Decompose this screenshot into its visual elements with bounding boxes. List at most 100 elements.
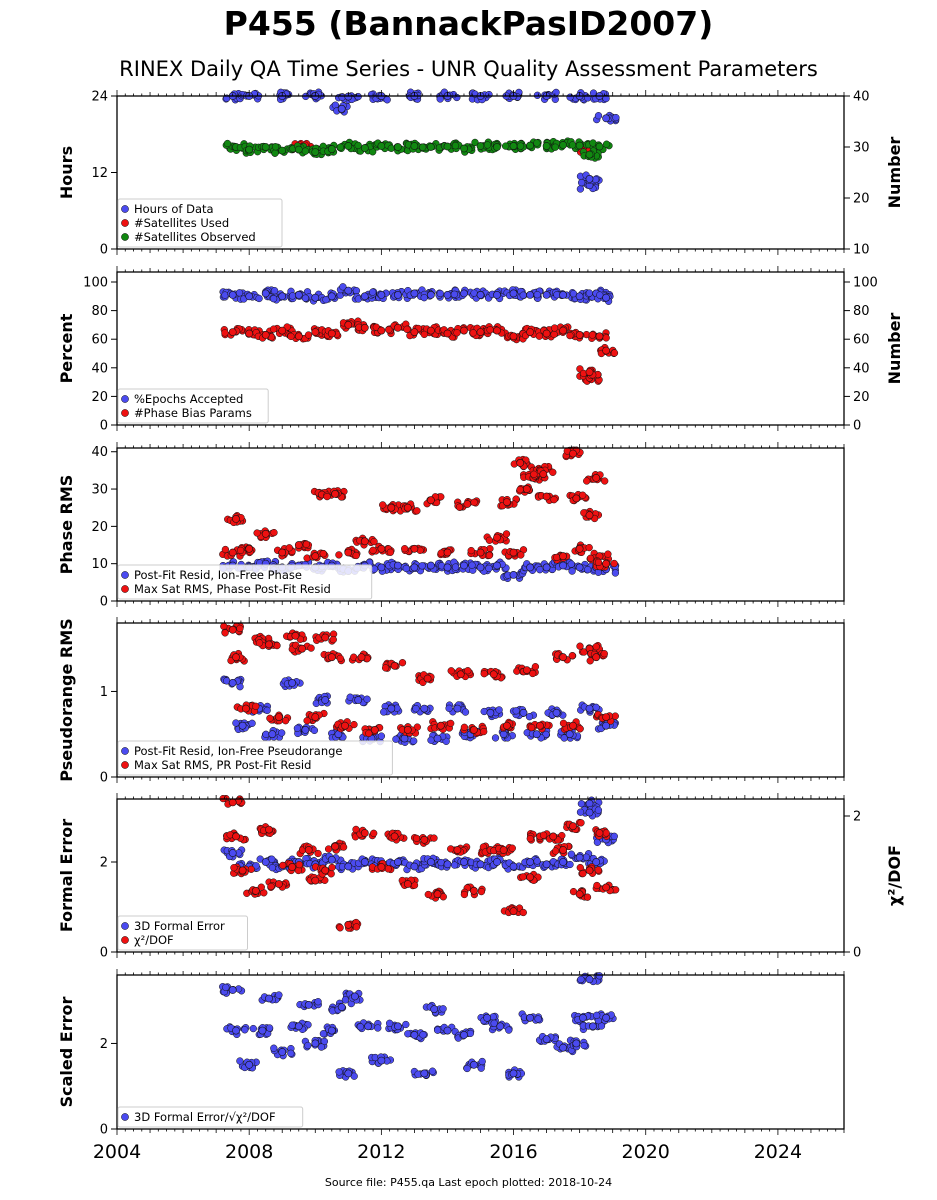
data-point-1-1-10 [393,323,402,332]
data-point-4-0-6 [327,855,336,864]
data-point-1-1-13 [443,329,452,338]
data-point-2-0-22-8 [584,566,592,574]
data-point-4-1-4 [265,825,273,834]
data-point-5-0-19 [443,1026,452,1035]
data-point-1-1-24-8 [588,331,596,339]
data-point-2-1-6-4 [303,554,311,562]
data-point-1-1-11-7 [403,325,411,333]
data-point-4-1-6-9 [295,860,303,869]
data-point-4-0-7 [344,862,353,871]
y2-tick-label-1-1: 20 [853,390,870,405]
data-point-0-2-22-7 [602,140,611,148]
data-point-2-1-30-9 [579,491,587,499]
data-point-5-0-18 [430,1005,439,1014]
data-point-4-0-8 [360,858,369,866]
data-point-2-0-19 [542,563,551,572]
data-point-5-0-27 [559,1043,567,1052]
y-tick-label-3-0: 0 [100,771,108,786]
data-point-2-1-10 [360,537,369,546]
data-point-3-0-16-9 [495,706,503,714]
data-point-1-1-21 [575,330,584,339]
data-point-2-1-19-7 [502,530,511,538]
data-point-4-1-2-7 [230,864,238,872]
data-point-4-1-10-8 [339,843,348,851]
legend-marker-4-1 [121,936,129,944]
y-tick-label-0-0: 0 [100,243,108,258]
data-point-2-0-11-9 [402,564,410,573]
data-point-4-0-11 [410,862,419,871]
data-point-4-1-1 [232,832,240,841]
legend-box-2 [117,564,373,600]
data-point-3-0-10 [387,704,396,713]
data-point-2-1-17-9 [455,503,464,511]
data-point-3-1-15 [403,726,412,734]
data-point-1-1-16 [493,326,501,335]
data-point-3-1-26-8 [592,643,600,651]
data-point-0-2-8-9 [354,141,362,150]
data-point-3-0-22-8 [592,703,600,711]
data-point-4-0-14-9 [450,861,459,869]
data-point-3-1-25-7 [559,719,568,727]
data-point-5-0-6 [294,1022,303,1031]
data-point-4-1-23-6 [519,873,527,881]
y-tick-label-0-1: 12 [91,166,108,181]
data-point-0-2-5 [311,148,320,156]
data-point-3-1-13-9 [365,729,373,738]
data-point-4-0-21 [575,853,584,862]
data-point-1-1-4 [294,332,303,341]
data-point-2-1-19 [493,533,501,542]
data-point-2-1-35-9 [594,558,603,567]
data-point-3-0-18 [519,708,528,717]
data-point-3-1-7 [298,644,306,653]
data-point-3-0-6 [321,696,330,704]
data-point-1-0-5 [311,293,320,302]
data-point-0-2-12-8 [419,143,427,151]
data-point-3-0-0 [228,679,237,687]
data-point-5-0-9-9 [319,1030,328,1038]
data-point-0-0-16-9 [612,113,620,122]
data-point-2-1-2-8 [236,546,245,555]
data-point-1-1-9 [377,326,386,335]
data-point-1-1-17 [509,332,518,341]
legend-marker-0-0 [121,205,129,213]
data-point-0-2-15 [476,142,485,150]
y2-tick-label-1-3: 60 [853,333,870,348]
data-point-2-0-16 [493,561,501,570]
data-point-4-1-30 [595,829,604,837]
data-point-5-0-21-7 [478,1057,486,1066]
data-point-1-1-3 [278,326,287,335]
data-point-1-1-15-9 [469,329,477,337]
data-point-2-1-11-8 [369,546,377,554]
data-point-1-0-20 [559,290,567,299]
data-point-4-0-2 [261,858,270,866]
data-point-4-0-3-4 [268,864,277,872]
data-point-4-1-17 [433,890,442,899]
data-point-3-1-5-5 [266,714,274,722]
data-point-3-0-8-7 [363,695,371,703]
data-point-2-1-8 [331,489,339,498]
data-point-5-0-28 [572,1039,581,1048]
data-point-5-0-6-8 [288,1021,296,1029]
data-point-4-0-23-8 [594,806,603,814]
data-point-2-1-0 [228,548,237,557]
y2-tick-label-1-5: 100 [853,276,878,291]
data-point-0-2-11 [410,142,419,150]
data-point-2-1-20 [502,498,511,506]
data-point-1-0-17 [509,289,518,298]
data-point-2-0-12 [426,561,435,570]
data-point-1-1-23 [585,368,594,376]
data-point-2-1-16-9 [437,549,445,557]
y-tick-label-5-0: 0 [100,1123,108,1138]
data-point-1-1-5 [311,328,320,336]
data-point-5-0-13-5 [374,1024,382,1032]
data-point-3-0-1-3 [232,719,240,727]
data-point-1-0-19-9 [533,291,541,299]
data-point-3-0-8-8 [346,693,354,701]
data-point-4-1-30-8 [602,829,610,837]
data-point-0-2-16 [493,143,501,151]
legend-label-0-2: #Satellites Observed [134,230,256,244]
data-point-0-0-10-8 [552,88,560,97]
data-point-3-0-12 [420,704,429,713]
data-point-2-1-9-1 [335,551,343,559]
data-point-1-0-8 [360,292,369,301]
